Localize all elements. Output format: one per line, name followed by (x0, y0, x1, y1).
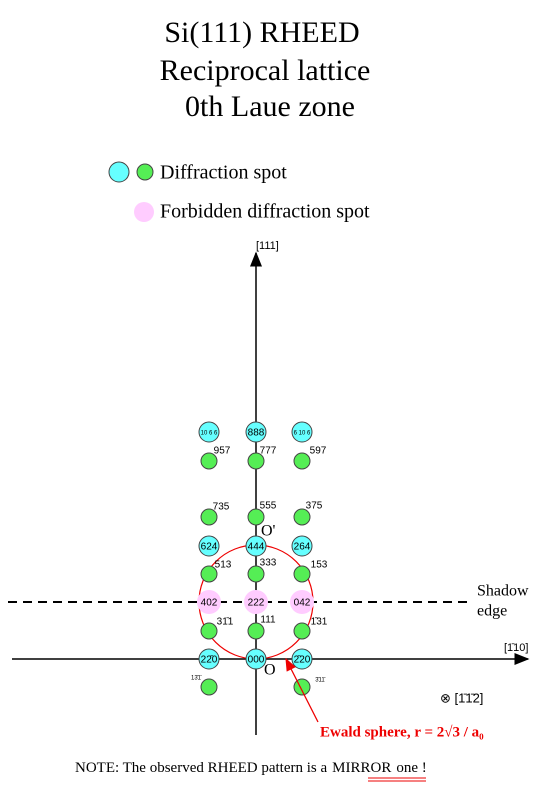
spot-label: 22̄0 (201, 655, 218, 666)
title-line: Si(111) RHEED (164, 16, 359, 49)
note-text: one ! (396, 760, 426, 776)
spot-label: 222 (248, 598, 265, 609)
spot-label: 777 (260, 446, 277, 457)
spot-label: 735 (213, 502, 230, 513)
spot (247, 622, 265, 640)
spot (293, 622, 311, 640)
title-line: 0th Laue zone (185, 90, 355, 123)
ewald-arrow (285, 657, 319, 723)
axis-label: [111] (256, 240, 279, 252)
axis-label: [1̄10] (504, 642, 528, 654)
spot (245, 421, 267, 443)
spot-label: 000 (248, 655, 265, 666)
spot-label: 111 (260, 615, 276, 626)
spot-label: 402 (201, 598, 218, 609)
spot (293, 565, 311, 583)
spot (245, 535, 267, 557)
spot-label: 375 (306, 501, 323, 512)
origin-label: O' (261, 523, 276, 540)
legend-label: Forbidden diffraction spot (160, 201, 370, 223)
spot-label: 555 (260, 501, 277, 512)
spot (293, 678, 311, 696)
spot (244, 590, 268, 614)
spot-label: 888 (248, 428, 265, 439)
legend-label: Diffraction spot (160, 162, 287, 184)
spot (198, 421, 220, 443)
beam-label: ⊗ [1̄1̄2] (440, 690, 483, 705)
spot-label: 042 (294, 598, 311, 609)
spot-label: 13̄1̄ (191, 676, 202, 682)
spot (200, 452, 218, 470)
title-line: Reciprocal lattice (160, 54, 371, 87)
spot (293, 452, 311, 470)
spot (198, 535, 220, 557)
spot-label: 10 6 6 (201, 431, 218, 437)
spot (290, 590, 314, 614)
spot-label: 264 (294, 542, 311, 553)
spot-label: 513 (215, 560, 232, 571)
shadow-label: Shadow (477, 583, 529, 600)
spot (200, 565, 218, 583)
spot (200, 508, 218, 526)
legend-swatch (134, 202, 154, 222)
shadow-label: edge (477, 603, 507, 620)
spot-label: 6 10 6 (294, 431, 311, 437)
spot-label: 31̄1 (217, 617, 234, 628)
legend-swatch (108, 161, 130, 183)
spot (247, 565, 265, 583)
spot (200, 678, 218, 696)
spot-label: 333 (260, 558, 277, 569)
ewald-label: Ewald sphere, r = 2√3 / a₀ (320, 724, 484, 740)
spot-label: 624 (201, 542, 218, 553)
spot-label: 153 (311, 560, 328, 571)
spot (247, 508, 265, 526)
note-emphasis: MIRROR (332, 760, 391, 776)
spot-label: 957 (214, 446, 231, 457)
note: NOTE: The observed RHEED pattern is a MIR… (75, 760, 427, 776)
spot-label: 597 (310, 446, 327, 457)
spot-label: 1̄31 (311, 617, 328, 628)
note-text: NOTE: The observed RHEED pattern is a (75, 760, 328, 776)
spot (293, 508, 311, 526)
spot (200, 622, 218, 640)
spot (245, 648, 267, 670)
legend-swatch (136, 163, 154, 181)
spot (291, 421, 313, 443)
spot (197, 590, 221, 614)
spot (247, 452, 265, 470)
origin-label: O (264, 662, 276, 679)
spot-label: 3̄11̄ (315, 678, 326, 684)
spot-label: 2̄20 (294, 655, 311, 666)
spot (291, 535, 313, 557)
spot-label: 444 (248, 542, 265, 553)
spots: 10 6 6 888 6 10 6 624 444 264 22̄0 000 2̄20 402 22… (191, 421, 328, 696)
spot (198, 648, 220, 670)
